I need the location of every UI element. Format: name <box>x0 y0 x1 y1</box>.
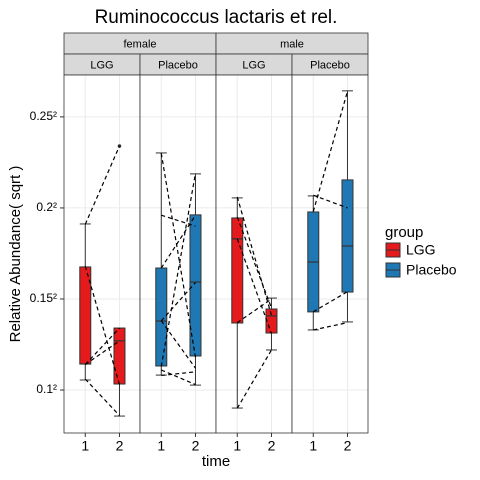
panel <box>140 75 216 433</box>
panel-border <box>291 74 369 434</box>
paired-line <box>160 214 196 269</box>
y-axis-label: Relative Abundance( sqrt ) <box>7 166 24 343</box>
y-tick-label: 0.25² <box>30 109 57 123</box>
panel-label: Placebo <box>310 59 350 71</box>
x-axis-label: time <box>202 453 230 470</box>
legend-label: Placebo <box>406 262 457 278</box>
paired-line <box>160 320 196 369</box>
paired-line <box>236 349 272 409</box>
paired-line <box>161 371 196 377</box>
paired-line <box>84 378 120 416</box>
x-tick-label: 2 <box>192 438 200 454</box>
x-tick-label: 1 <box>309 438 317 454</box>
legend-title: group <box>385 224 423 241</box>
box <box>265 308 278 334</box>
box <box>231 217 244 324</box>
facet-label: male <box>280 38 304 50</box>
paired-line <box>236 216 273 309</box>
panel-label: Placebo <box>158 59 198 71</box>
panel-label: LGG <box>242 59 265 71</box>
paired-line <box>160 282 196 322</box>
y-tick-label: 0.1² <box>36 382 57 396</box>
box <box>155 267 168 367</box>
paired-line <box>84 145 121 225</box>
paired-line <box>160 173 197 367</box>
facet-label: female <box>123 38 156 50</box>
x-tick-label: 2 <box>268 438 276 454</box>
panel-label: LGG <box>90 59 113 71</box>
x-tick-label: 2 <box>344 438 352 454</box>
x-tick-label: 1 <box>157 438 165 454</box>
x-tick-label: 1 <box>81 438 89 454</box>
panel <box>292 75 368 433</box>
x-tick-label: 2 <box>116 438 124 454</box>
box <box>113 327 126 385</box>
y-tick-label: 0.15² <box>30 291 57 305</box>
paired-line <box>236 238 273 334</box>
panel <box>64 75 140 433</box>
box <box>341 179 354 293</box>
paired-line <box>313 322 348 331</box>
paired-line <box>161 369 196 386</box>
y-tick-label: 0.2² <box>36 200 57 214</box>
paired-line <box>313 194 348 209</box>
chart-title: Ruminococcus lactaris et rel. <box>95 7 338 28</box>
paired-line <box>84 327 120 365</box>
legend-label: LGG <box>406 242 436 258</box>
x-tick-label: 1 <box>233 438 241 454</box>
